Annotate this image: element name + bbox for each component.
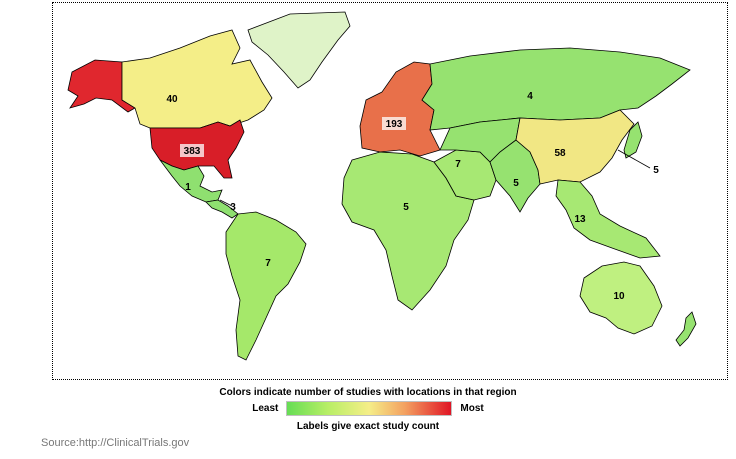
- region-central-america[interactable]: [205, 199, 239, 219]
- label-bg-europe: [382, 117, 406, 130]
- region-south-america[interactable]: [225, 211, 307, 361]
- label-europe: 193: [386, 119, 403, 130]
- source-credit: Source:http://ClinicalTrials.gov: [41, 437, 190, 449]
- legend-most-label: Most: [460, 403, 484, 414]
- label-middle-east: 7: [455, 159, 461, 170]
- region-canada[interactable]: [121, 29, 273, 129]
- region-china[interactable]: [515, 109, 635, 185]
- leader-line-central-america: [219, 199, 233, 207]
- legend-title: Colors indicate number of studies with l…: [219, 387, 517, 398]
- label-china: 58: [554, 148, 566, 159]
- region-australia[interactable]: [579, 261, 663, 335]
- region-japan[interactable]: [623, 121, 643, 159]
- label-bg-united-states: [180, 144, 204, 157]
- label-south-asia: 5: [513, 178, 519, 189]
- region-mexico[interactable]: [159, 159, 223, 203]
- label-central-america: 3: [230, 202, 236, 213]
- legend-subtitle: Labels give exact study count: [296, 421, 440, 432]
- legend-color-bar: [286, 401, 453, 416]
- leader-line-japan: [617, 149, 651, 169]
- region-southeast-asia[interactable]: [555, 179, 661, 259]
- legend-scale: Least Most: [0, 401, 736, 416]
- world-map: 40 383 1 3 7 193 5 7 4 5 58 5 13 10: [67, 11, 697, 361]
- label-australia: 10: [613, 291, 625, 302]
- label-mexico: 1: [185, 182, 191, 193]
- region-greenland[interactable]: [247, 11, 351, 89]
- region-russia[interactable]: [421, 47, 691, 131]
- label-russia: 4: [527, 91, 533, 102]
- label-united-states: 383: [184, 146, 201, 157]
- label-southeast-asia: 13: [574, 214, 586, 225]
- region-new-zealand[interactable]: [675, 311, 697, 347]
- label-africa: 5: [403, 202, 409, 213]
- map-frame: [52, 2, 728, 380]
- label-canada: 40: [166, 94, 178, 105]
- region-europe[interactable]: [359, 61, 441, 157]
- legend-least-label: Least: [252, 403, 279, 414]
- label-japan: 5: [653, 165, 659, 176]
- label-south-america: 7: [265, 258, 271, 269]
